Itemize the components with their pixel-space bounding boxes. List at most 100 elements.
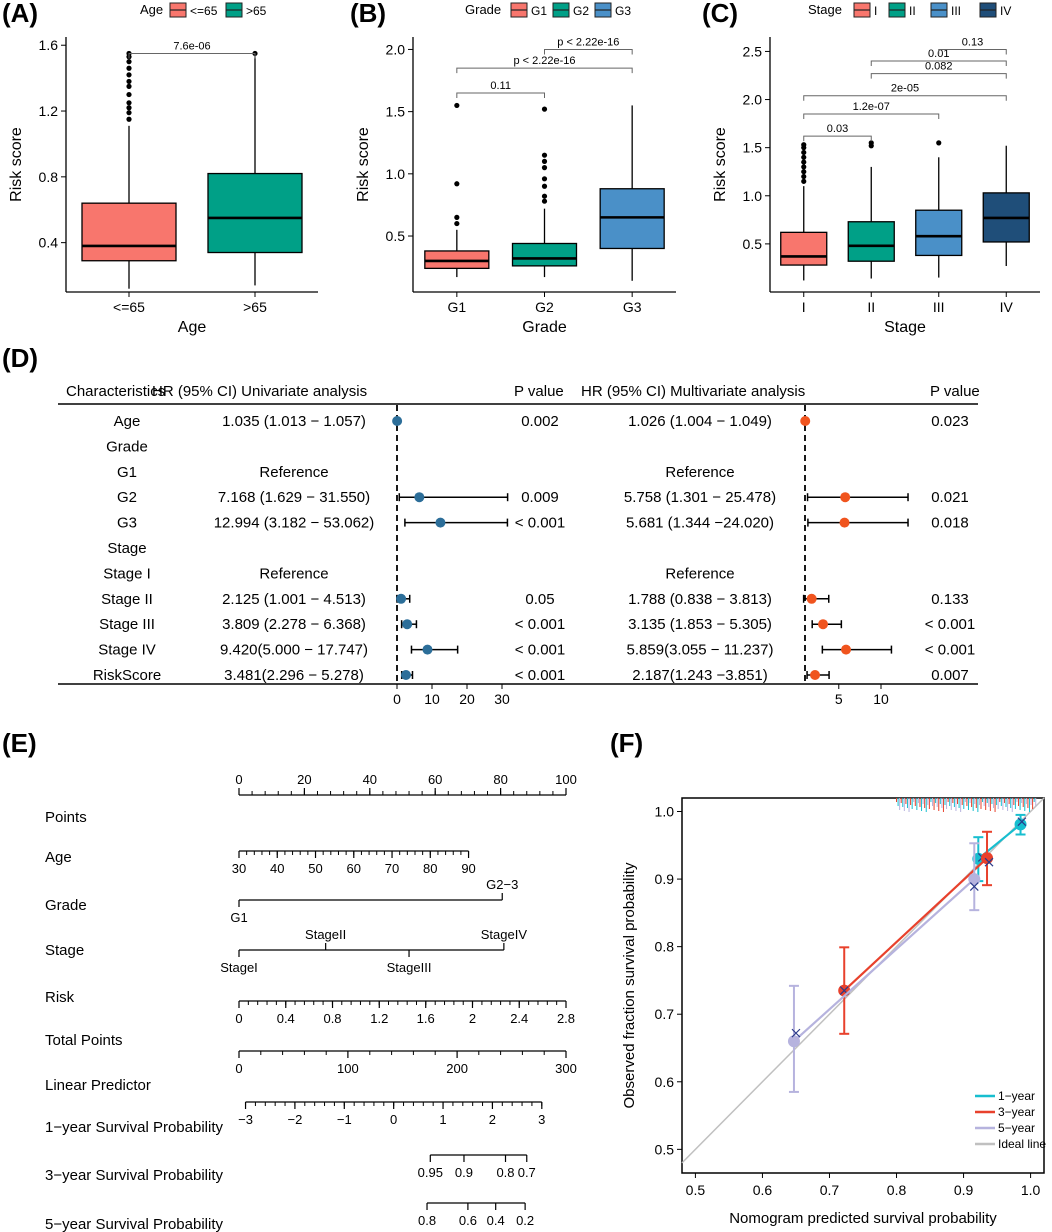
pe-row-tick-label-6-6: 3 xyxy=(538,1112,545,1127)
pd-multi-point-0 xyxy=(800,416,811,426)
pd-row-multi-ci-6: Reference xyxy=(665,565,734,582)
pd-uni-point-4 xyxy=(435,517,446,528)
pb-y-axis-label: Risk score xyxy=(355,127,372,202)
pc-outlier-0-1 xyxy=(801,173,807,180)
pe-row-tick-label-0-3: 60 xyxy=(428,772,442,787)
pd-row-multi-ci-0: 1.026 (1.004 − 1.049) xyxy=(628,413,772,430)
pf-ytick-label-4: 0.9 xyxy=(655,871,675,887)
pb-ytick-label-1: 1.0 xyxy=(386,166,406,182)
pd-row-uni-ci-3: 7.168 (1.629 − 31.550) xyxy=(218,489,370,506)
pb-xtick-label-2: G3 xyxy=(623,299,642,315)
pc-outlier-0-5 xyxy=(801,154,807,160)
pd-multi-point-9 xyxy=(841,644,852,655)
pc-comparison-pvalue-1: 1.2e-07 xyxy=(853,101,890,113)
pf-cross-marker-0-1 xyxy=(1017,817,1027,827)
panel-a-boxplot: Age <=65 >65 0.4 0.8 1.2 1.6 Risk score Age <=65 >… xyxy=(8,2,318,336)
pa-legend-title: Age xyxy=(140,2,163,17)
pf-xtick-label-2: 0.7 xyxy=(820,1182,840,1198)
pe-row-tick-label-1-2: 50 xyxy=(308,861,322,876)
pe-row-tick-label-8-0: 0.8 xyxy=(418,1213,436,1228)
pe-row-tick-label-6-5: 2 xyxy=(489,1112,496,1127)
pc-legend-title: Stage xyxy=(808,2,842,17)
pa-legend-label-1: >65 xyxy=(246,4,267,18)
pe-row-tick-label-6-2: −1 xyxy=(337,1112,352,1127)
pd-multi-point-10 xyxy=(810,670,821,680)
pb-outlier-1-2 xyxy=(541,183,548,189)
pc-ytick-label-2: 1.5 xyxy=(743,140,763,156)
pe-row-label-9: 5−year Survival Probability xyxy=(45,1216,224,1232)
pd-row-multi-ci-7: 1.788 (0.838 − 3.813) xyxy=(628,591,772,608)
pe-row-label-0: Points xyxy=(45,809,87,826)
pe-row-label-2: Grade xyxy=(45,897,87,914)
pc-legend-label-2: III xyxy=(951,4,961,18)
pd-uni-point-10 xyxy=(400,670,411,680)
pd-uni-axis-label-3: 30 xyxy=(494,691,510,707)
pf-cross-marker-1-1 xyxy=(984,857,994,867)
pf-xtick-label-4: 0.9 xyxy=(954,1182,974,1198)
pd-row-uni-ci-4: 12.994 (3.182 − 53.062) xyxy=(214,515,375,532)
pa-outlier-0-3 xyxy=(126,100,132,106)
pe-row-tick-label-3-2: StageIII xyxy=(387,960,432,975)
pd-uni-point-0 xyxy=(392,416,403,426)
pd-row-multi-p-8: < 0.001 xyxy=(925,616,975,633)
pc-outlier-0-2 xyxy=(801,169,807,175)
pa-outlier-0-9 xyxy=(126,59,132,65)
pd-multi-point-3 xyxy=(840,492,851,503)
pb-outlier-1-7 xyxy=(541,106,548,112)
pd-row-uni-p-0: 0.002 xyxy=(521,413,559,430)
pe-row-tick-label-2-0: G1 xyxy=(230,910,247,925)
pc-x-axis-label: Stage xyxy=(884,319,926,336)
pf-point-0-1 xyxy=(1014,818,1027,831)
pe-row-tick-label-6-4: 1 xyxy=(439,1112,446,1127)
pf-ytick-label-1: 0.6 xyxy=(655,1074,675,1090)
pb-box-1 xyxy=(511,242,578,267)
pd-row-multi-p-4: 0.018 xyxy=(931,515,969,532)
pd-row-uni-p-10: < 0.001 xyxy=(515,667,565,684)
pc-ytick-label-4: 2.5 xyxy=(743,43,763,59)
pd-row-multi-ci-2: Reference xyxy=(665,464,734,481)
pf-cross-marker-2-1 xyxy=(969,882,979,891)
pd-row-label-0: Age xyxy=(114,413,141,430)
pa-outlier-0-0 xyxy=(126,116,132,122)
pe-row-tick-label-5-0: 0 xyxy=(235,1061,242,1076)
pf-ytick-label-5: 1.0 xyxy=(655,804,675,820)
pd-header-characteristics: Characteristics xyxy=(66,383,165,400)
pd-row-uni-p-3: 0.009 xyxy=(521,489,559,506)
pd-uni-point-3 xyxy=(414,492,425,503)
pd-multi-axis-label-1: 10 xyxy=(873,691,889,707)
pd-row-label-2: G1 xyxy=(117,464,137,481)
pa-outlier-0-8 xyxy=(126,65,132,71)
pc-ytick-label-0: 0.5 xyxy=(743,236,763,252)
pa-box-1 xyxy=(207,172,303,254)
pe-row-tick-label-4-2: 0.8 xyxy=(323,1011,341,1026)
pe-row-tick-label-4-5: 2 xyxy=(469,1011,476,1026)
pc-box-1 xyxy=(847,221,895,262)
pe-row-tick-label-8-1: 0.6 xyxy=(459,1213,477,1228)
pb-comparison-pvalue-2: p < 2.22e-16 xyxy=(557,36,619,48)
pe-row-tick-label-1-5: 80 xyxy=(423,861,437,876)
pd-uni-point-8 xyxy=(402,619,413,630)
pe-row-tick-label-7-1: 0.9 xyxy=(455,1165,473,1180)
panel-b-boxplot: Grade G1 G2 G3 0.5 1.0 1.5 2.0 Risk score Grade G1… xyxy=(355,2,676,336)
pd-row-multi-ci-8: 3.135 (1.853 − 5.305) xyxy=(628,616,772,633)
pa-comparison-pvalue-0: 7.6e-06 xyxy=(173,40,210,52)
pb-ytick-label-0: 0.5 xyxy=(386,228,406,244)
pd-row-label-3: G2 xyxy=(117,489,137,506)
pe-row-label-1: Age xyxy=(45,849,72,866)
pa-comparison-bracket-0 xyxy=(128,52,256,59)
pf-legend-label-1: 3−year xyxy=(998,1105,1035,1119)
pc-comparison-bracket-1 xyxy=(803,113,940,119)
pe-row-label-4: Risk xyxy=(45,989,75,1006)
pe-row-tick-label-5-1: 100 xyxy=(337,1061,359,1076)
pa-ytick-label-1: 0.8 xyxy=(39,169,59,185)
pd-row-uni-ci-2: Reference xyxy=(259,464,328,481)
pc-comparison-bracket-5 xyxy=(938,49,1007,55)
pc-outlier-0-3 xyxy=(801,164,807,170)
pa-xtick-label-1: >65 xyxy=(243,299,267,315)
pf-x-axis-label: Nomogram predicted survival probability xyxy=(729,1210,997,1227)
pf-point-2-1 xyxy=(968,873,981,886)
pd-uni-axis-label-1: 10 xyxy=(424,691,440,707)
pd-row-multi-p-10: 0.007 xyxy=(931,667,969,684)
panel-label-c: (C) xyxy=(702,0,738,28)
pe-row-tick-label-3-3: StageIV xyxy=(481,927,528,942)
